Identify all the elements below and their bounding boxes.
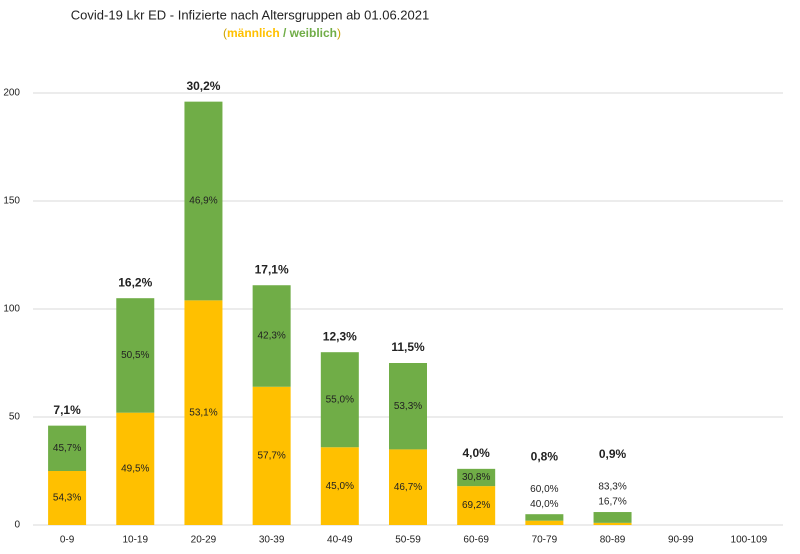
- legend-punctuation: ): [337, 26, 341, 40]
- value-label: 40,0%: [530, 499, 558, 510]
- bar-segment: [593, 522, 632, 525]
- value-label: 54,3%: [53, 493, 81, 504]
- x-tick-label: 40-49: [327, 535, 353, 546]
- value-label: 53,1%: [189, 407, 217, 418]
- x-tick-label: 50-59: [395, 535, 421, 546]
- total-label: 11,5%: [391, 340, 425, 354]
- value-label: 16,7%: [598, 497, 626, 508]
- bar-segment: [389, 363, 427, 450]
- bar-segment: [252, 285, 291, 387]
- legend-punctuation: (: [223, 26, 227, 40]
- total-label: 16,2%: [118, 275, 152, 289]
- chart-title: Covid-19 Lkr ED - Infizierte nach Alters…: [71, 7, 429, 22]
- bar-segment: [184, 300, 223, 525]
- x-tick-label: 20-29: [191, 535, 217, 546]
- total-label: 12,3%: [323, 329, 357, 343]
- bar-segment: [116, 412, 155, 525]
- bar-segment: [457, 486, 496, 525]
- x-tick-label: 60-69: [463, 535, 489, 546]
- value-label: 60,0%: [530, 484, 558, 495]
- y-tick-label: 150: [3, 196, 20, 207]
- bar-segment: [320, 352, 359, 448]
- value-label: 83,3%: [598, 482, 626, 493]
- bar-segment: [389, 449, 427, 525]
- bar-segment: [525, 520, 564, 525]
- bar-segment: [593, 512, 632, 523]
- value-label: 57,7%: [257, 451, 285, 462]
- total-label: 4,0%: [463, 446, 491, 460]
- x-tick-label: 70-79: [532, 535, 558, 546]
- x-tick-label: 30-39: [259, 535, 285, 546]
- x-tick-label: 0-9: [60, 535, 75, 546]
- bar-segment: [184, 101, 223, 301]
- value-label: 49,5%: [121, 463, 149, 474]
- value-label: 42,3%: [257, 331, 285, 342]
- x-tick-label: 80-89: [600, 535, 626, 546]
- bar-segment: [525, 514, 564, 521]
- bar-segment: [116, 298, 155, 413]
- value-label: 69,2%: [462, 500, 490, 511]
- value-label: 53,3%: [394, 401, 422, 412]
- x-tick-label: 100-109: [731, 535, 768, 546]
- x-tick-label: 10-19: [122, 535, 148, 546]
- bar-segment: [457, 468, 496, 487]
- total-label: 17,1%: [255, 262, 289, 276]
- value-label: 46,7%: [394, 482, 422, 493]
- total-label: 30,2%: [186, 79, 220, 93]
- y-tick-label: 0: [14, 520, 20, 531]
- y-tick-label: 100: [3, 304, 20, 315]
- y-tick-label: 200: [3, 88, 20, 99]
- legend-punctuation: /: [280, 26, 290, 40]
- total-label: 0,8%: [531, 449, 559, 463]
- value-label: 45,7%: [53, 443, 81, 454]
- legend: (männlich / weiblich): [223, 26, 341, 40]
- bar-segment: [48, 471, 87, 525]
- value-label: 55,0%: [326, 394, 354, 405]
- total-label: 7,1%: [53, 403, 81, 417]
- x-tick-label: 90-99: [668, 535, 694, 546]
- bar-segment: [320, 447, 359, 525]
- y-tick-label: 50: [9, 412, 21, 423]
- value-label: 46,9%: [189, 196, 217, 207]
- value-label: 50,5%: [121, 350, 149, 361]
- bar-segment: [48, 425, 87, 471]
- value-label: 45,0%: [326, 481, 354, 492]
- bar-segment: [252, 386, 291, 525]
- legend-entry: weiblich: [289, 26, 337, 40]
- value-label: 30,8%: [462, 472, 490, 483]
- legend-entry: männlich: [227, 26, 280, 40]
- total-label: 0,9%: [599, 447, 627, 461]
